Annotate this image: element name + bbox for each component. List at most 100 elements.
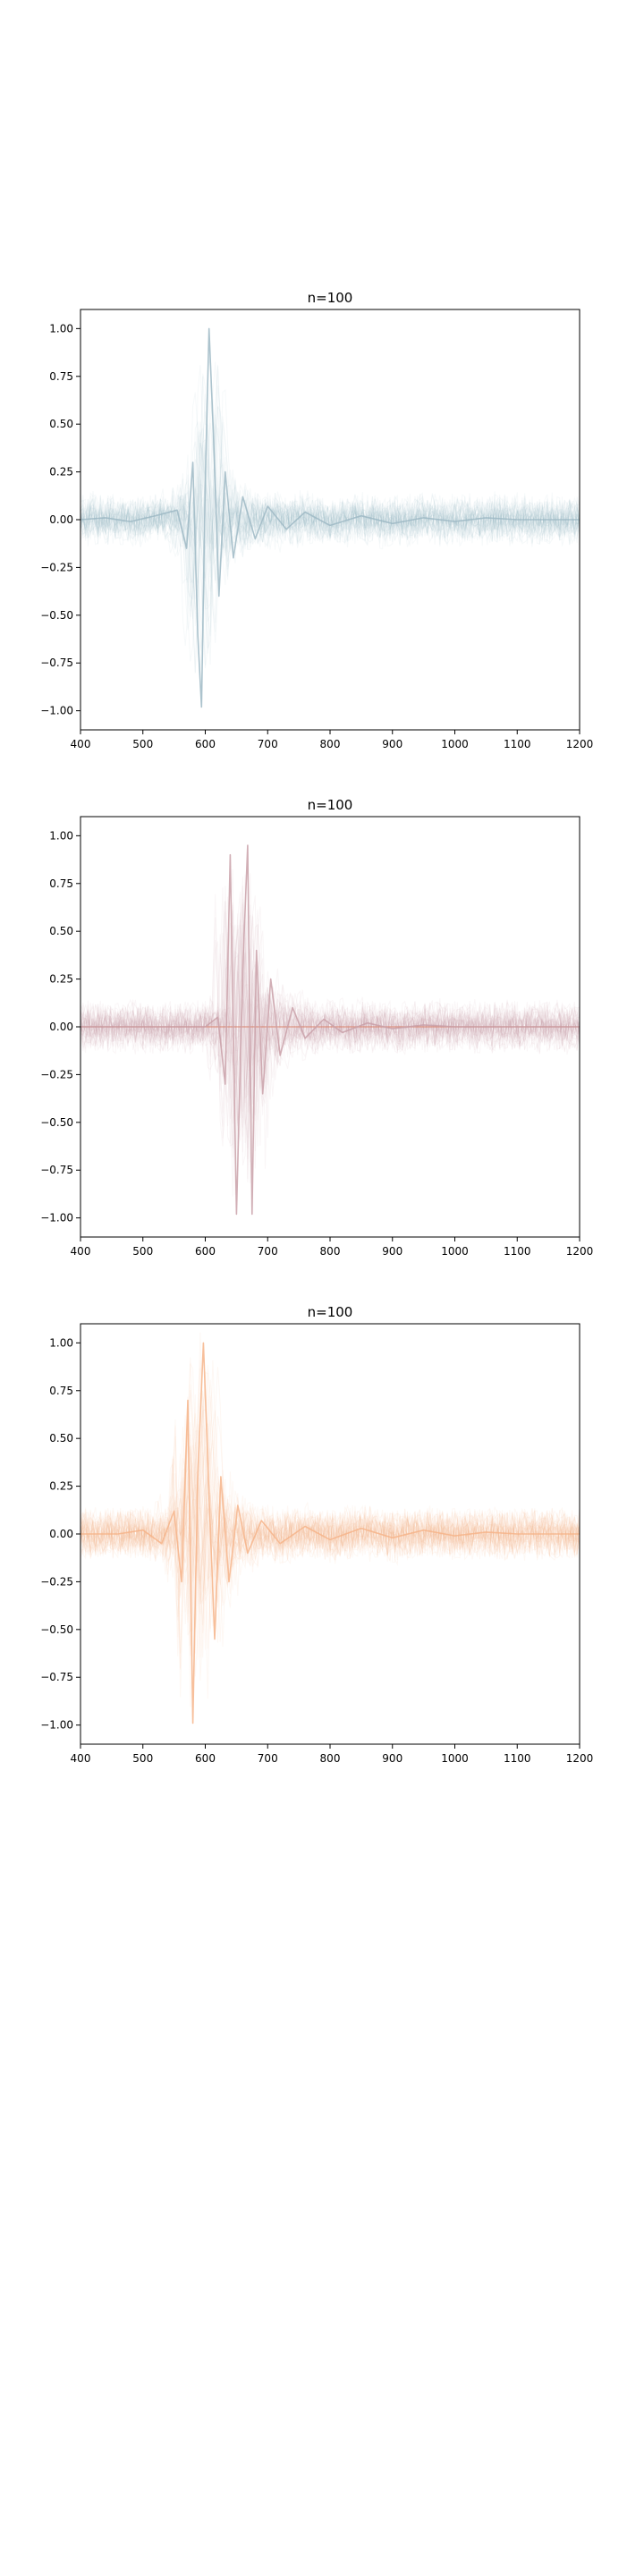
x-axis: 400 500 600 700 800 900 1000 1100 1200 — [71, 1744, 594, 1765]
trace-group — [80, 327, 580, 708]
faint-trace — [80, 1360, 580, 1658]
chart-title: n=100 — [308, 797, 353, 813]
faint-trace — [80, 1357, 580, 1670]
x-tick-label: 900 — [382, 1752, 402, 1765]
faint-trace — [80, 924, 580, 1113]
faint-trace — [80, 1466, 580, 1596]
x-tick-label: 1000 — [441, 1245, 469, 1258]
y-tick-label: 0.50 — [49, 925, 73, 937]
faint-trace — [80, 887, 580, 1144]
faint-trace — [80, 1476, 580, 1581]
y-tick-label: −0.75 — [40, 1671, 73, 1683]
y-tick-label: 0.50 — [49, 1432, 73, 1445]
y-tick-label: −0.25 — [40, 1068, 73, 1080]
y-tick-label: 0.75 — [49, 370, 73, 383]
x-tick-label: 1000 — [441, 1752, 469, 1765]
plot-frame — [80, 1323, 580, 1745]
x-tick-label: 1200 — [566, 1245, 594, 1258]
faint-trace — [80, 924, 580, 1119]
faint-trace — [80, 1389, 580, 1657]
faint-trace — [80, 431, 580, 606]
faint-trace — [80, 1433, 580, 1618]
faint-trace — [80, 895, 580, 1166]
y-tick-label: 0.00 — [49, 1528, 73, 1540]
y-tick-label: −0.50 — [40, 609, 73, 622]
faint-trace — [80, 388, 580, 644]
x-tick-label: 400 — [71, 1752, 91, 1765]
y-tick-label: 0.75 — [49, 877, 73, 890]
trace-group — [80, 1332, 580, 1724]
x-tick-label: 700 — [258, 1245, 278, 1258]
faint-trace — [80, 876, 580, 1197]
faint-trace — [80, 1416, 580, 1649]
faint-trace — [80, 467, 580, 579]
faint-trace — [80, 1462, 580, 1597]
faint-trace — [80, 902, 580, 1127]
faint-trace — [80, 1443, 580, 1638]
faint-trace — [80, 373, 580, 674]
faint-trace — [80, 439, 580, 600]
y-axis: 1.00 0.75 0.50 0.25 0.00 −0.25 −0.50 −0.75 −1.00 — [40, 322, 80, 717]
faint-trace — [80, 416, 580, 632]
faint-trace — [80, 411, 580, 627]
faint-trace — [80, 394, 580, 610]
faint-trace — [80, 1384, 580, 1654]
representative-trace — [80, 1342, 580, 1724]
x-tick-label: 1000 — [441, 738, 469, 750]
faint-trace — [80, 886, 580, 1148]
x-tick-label: 1200 — [566, 1752, 594, 1765]
faint-trace — [80, 365, 580, 662]
faint-trace — [80, 431, 580, 597]
faint-trace — [80, 910, 580, 1144]
trace-group — [80, 844, 580, 1216]
faint-trace — [80, 1395, 580, 1658]
faint-trace — [80, 443, 580, 600]
faint-trace — [80, 385, 580, 665]
y-tick-label: 0.25 — [49, 466, 73, 479]
faint-trace — [80, 1368, 580, 1636]
x-tick-label: 1100 — [504, 1245, 531, 1258]
x-tick-label: 600 — [195, 1245, 216, 1258]
faint-trace — [80, 424, 580, 609]
faint-trace — [80, 939, 580, 1099]
x-tick-label: 400 — [71, 738, 91, 750]
faint-trace — [80, 442, 580, 584]
faint-trace — [80, 916, 580, 1147]
y-tick-label: −0.75 — [40, 1164, 73, 1176]
faint-trace — [80, 937, 580, 1100]
faint-trace — [80, 903, 580, 1148]
x-tick-label: 500 — [132, 1245, 153, 1258]
faint-trace — [80, 1410, 580, 1650]
faint-trace — [80, 434, 580, 582]
plot-frame — [80, 309, 580, 731]
faint-trace — [80, 445, 580, 589]
faint-trace — [80, 1439, 580, 1602]
faint-trace — [80, 938, 580, 1153]
faint-trace — [80, 1424, 580, 1623]
faint-trace — [80, 398, 580, 666]
y-tick-label: −1.00 — [40, 1719, 73, 1732]
faint-trace — [80, 1364, 580, 1660]
x-tick-label: 500 — [132, 738, 153, 750]
faint-trace — [80, 1405, 580, 1682]
y-tick-label: −1.00 — [40, 705, 73, 717]
faint-trace — [80, 914, 580, 1112]
faint-trace — [80, 921, 580, 1139]
faint-trace — [80, 421, 580, 618]
y-tick-label: 0.00 — [49, 1021, 73, 1033]
y-tick-label: 1.00 — [49, 829, 73, 842]
y-tick-label: 1.00 — [49, 322, 73, 335]
x-tick-label: 500 — [132, 1752, 153, 1765]
y-tick-label: −0.25 — [40, 1575, 73, 1588]
x-tick-label: 700 — [258, 738, 278, 750]
faint-trace — [80, 953, 580, 1089]
x-tick-label: 600 — [195, 1752, 216, 1765]
faint-trace — [80, 932, 580, 1124]
faint-trace — [80, 936, 580, 1099]
x-tick-label: 600 — [195, 738, 216, 750]
faint-trace — [80, 380, 580, 650]
faint-trace — [80, 405, 580, 637]
chart-title: n=100 — [308, 1304, 353, 1320]
